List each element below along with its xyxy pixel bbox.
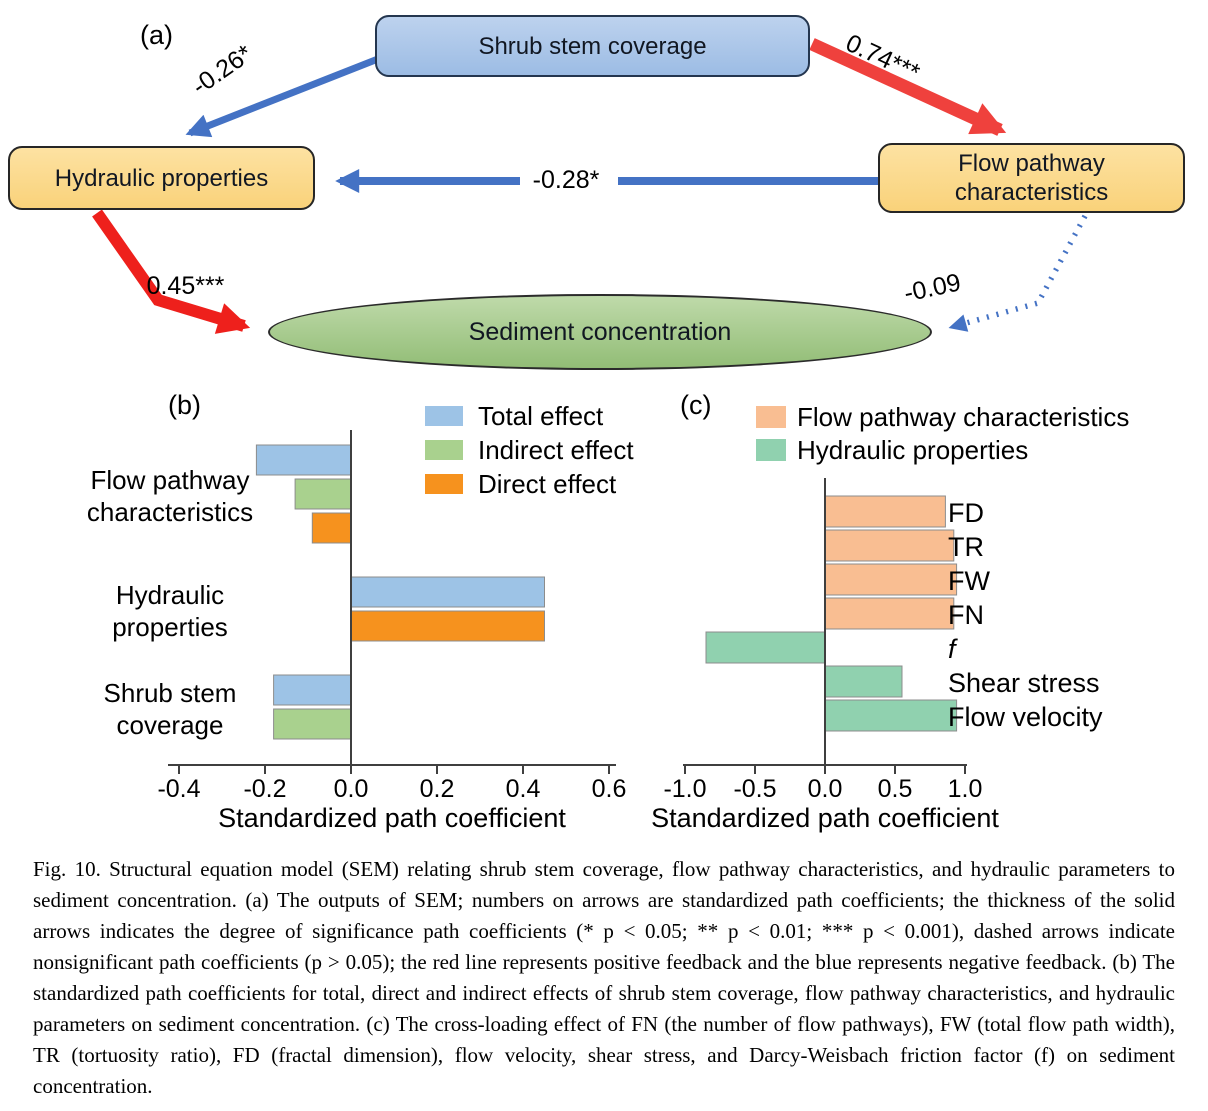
x-tick-label: 1.0: [948, 775, 983, 803]
x-tick-label: -0.2: [243, 775, 286, 803]
node-label: Flow pathway characteristics: [954, 150, 1109, 206]
node-label: Shrub stem coverage: [478, 32, 707, 60]
bar-f: [705, 631, 826, 664]
category-label: Flow pathway: [91, 465, 250, 495]
panel-c-label: (c): [680, 390, 712, 420]
bar-Flow-pathway-characteristics-Indirect-effect: [294, 478, 352, 510]
bar-Shrub-stem-coverage-Total-effect: [273, 674, 352, 706]
coef-hydraulic-to-sediment: 0.45***: [146, 272, 225, 300]
x-tick-label: 0.0: [808, 775, 843, 803]
bar-chart-crossloading: FD TR FW FN f Shear stress Flow velocity -1.0 -0…: [651, 402, 1129, 833]
legend-swatch: [756, 406, 786, 428]
x-tick-label: 0.4: [506, 775, 541, 803]
coef-flow-to-hydraulic: -0.28*: [532, 166, 600, 194]
legend-label: Direct effect: [478, 469, 617, 499]
category-label: Hydraulic: [116, 580, 224, 610]
edge-shrub-to-flow-arrow: [809, 38, 1007, 136]
x-tick-label: -0.5: [733, 775, 776, 803]
bar-FN: [824, 597, 955, 630]
bar-Hydraulic-properties-Direct-effect: [350, 610, 545, 642]
bar-Shear-stress: [824, 665, 903, 698]
bar-label: FD: [948, 498, 984, 528]
bar-label: TR: [948, 532, 984, 562]
node-label: Hydraulic properties: [54, 164, 269, 192]
node-label: Sediment concentration: [468, 317, 732, 346]
legend-swatch: [425, 440, 463, 460]
legend-swatch: [425, 406, 463, 426]
x-axis-title: Standardized path coefficient: [651, 803, 999, 833]
bar-chart-effects: -0.4 -0.2 0.0 0.2 0.4 0.6 Standardized path co…: [87, 401, 634, 833]
sediment-concentration-node: Sediment concentration: [268, 294, 932, 370]
bar-label: FN: [948, 600, 984, 630]
bar-label: f: [948, 634, 958, 664]
x-tick-label: -0.4: [157, 775, 200, 803]
bar-Flow-velocity: [824, 699, 958, 732]
bar-Flow-pathway-characteristics-Total-effect: [255, 444, 352, 476]
bar-label: FW: [948, 566, 990, 596]
bar-FD: [824, 495, 946, 528]
bar-Flow-pathway-characteristics-Direct-effect: [311, 512, 352, 544]
bar-label: Shear stress: [948, 668, 1100, 698]
x-tick-label: -1.0: [663, 775, 706, 803]
edge-hydraulic-to-sediment-arrow: [92, 209, 251, 334]
category-label: Shrub stem: [104, 678, 237, 708]
figure-caption: Fig. 10. Structural equation model (SEM)…: [33, 857, 1175, 1098]
legend-label: Indirect effect: [478, 435, 634, 465]
shrub-stem-coverage-node: Shrub stem coverage: [375, 15, 810, 77]
edge-flow-to-sediment-dashed-arrow: [948, 214, 1088, 332]
edge-shrub-to-hydraulic-arrow: [185, 53, 385, 138]
legend-swatch: [756, 439, 786, 461]
figure-canvas: -0.4 -0.2 0.0 0.2 0.4 0.6 Standardized path co…: [87, 38, 1129, 833]
category-label: coverage: [117, 710, 224, 740]
x-tick-label: 0.2: [420, 775, 455, 803]
legend-label: Flow pathway characteristics: [797, 402, 1129, 432]
legend-label: Hydraulic properties: [797, 435, 1028, 465]
sem-arrows: [92, 38, 1088, 334]
legend-swatch: [425, 474, 463, 494]
x-tick-label: 0.0: [334, 775, 369, 803]
bar-label: Flow velocity: [948, 702, 1103, 732]
panel-a-label: (a): [140, 20, 173, 50]
hydraulic-properties-node: Hydraulic properties: [8, 146, 315, 210]
bar-TR: [824, 529, 955, 562]
x-tick-label: 0.6: [592, 775, 627, 803]
x-tick-label: 0.5: [878, 775, 913, 803]
panel-b-label: (b): [168, 390, 201, 420]
category-label: characteristics: [87, 497, 253, 527]
legend-label: Total effect: [478, 401, 604, 431]
bar-FW: [824, 563, 958, 596]
bar-Shrub-stem-coverage-Indirect-effect: [273, 708, 352, 740]
x-axis-title: Standardized path coefficient: [218, 803, 566, 833]
flow-pathway-characteristics-node: Flow pathway characteristics: [878, 143, 1185, 213]
bar-Hydraulic-properties-Total-effect: [350, 576, 545, 608]
category-label: properties: [112, 612, 228, 642]
